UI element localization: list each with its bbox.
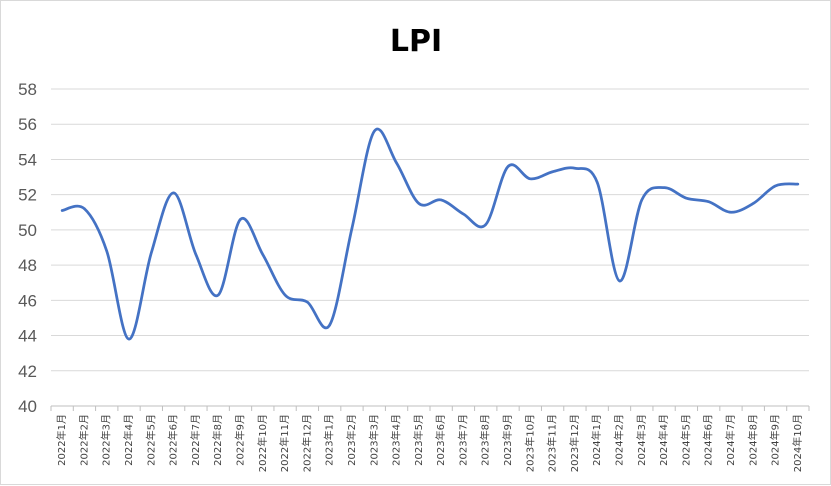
x-tick-label: 2023年12月 [568, 414, 581, 472]
data-point [261, 253, 264, 256]
y-axis-labels: 40 42 44 46 48 50 52 54 56 58 [18, 80, 37, 416]
x-tick-label: 2024年5月 [679, 414, 692, 466]
data-point [194, 253, 198, 256]
y-tick-label: 58 [18, 80, 37, 99]
data-point [439, 198, 443, 202]
x-tick-label: 2022年12月 [300, 414, 313, 472]
x-tick-label: 2023年5月 [412, 414, 425, 466]
x-tick-label: 2023年10月 [523, 414, 536, 472]
y-tick-label: 56 [18, 115, 37, 134]
data-point [306, 300, 309, 304]
y-tick-label: 50 [18, 221, 37, 240]
x-tick-label: 2024年10月 [791, 414, 804, 472]
data-point [417, 202, 421, 205]
x-tick-label: 2023年8月 [479, 414, 492, 466]
x-tick-label: 2023年9月 [501, 414, 514, 466]
x-tick-label: 2022年4月 [122, 414, 135, 466]
data-point [462, 212, 465, 216]
data-point [239, 218, 242, 221]
y-tick-label: 44 [18, 327, 37, 346]
chart-title: LPI [390, 24, 442, 59]
data-point [150, 251, 153, 254]
data-point [729, 211, 733, 214]
y-tick-label: 54 [18, 150, 37, 169]
x-tick-label: 2023年7月 [456, 414, 469, 466]
x-axis [50, 405, 810, 411]
data-point [573, 167, 577, 170]
x-tick-label: 2022年5月 [144, 414, 157, 466]
data-point [373, 130, 376, 133]
x-tick-label: 2022年3月 [100, 414, 113, 466]
data-point [328, 323, 331, 327]
x-tick-label: 2024年8月 [746, 414, 759, 466]
y-tick-label: 52 [18, 186, 37, 205]
data-point [529, 177, 532, 181]
x-tick-label: 2024年3月 [635, 414, 648, 466]
y-tick-label: 40 [18, 397, 37, 416]
data-point [506, 165, 510, 168]
data-point [172, 191, 175, 195]
y-tick-label: 46 [18, 291, 37, 310]
x-tick-label: 2024年7月 [724, 414, 737, 466]
data-point [685, 196, 688, 200]
data-point [127, 337, 131, 341]
x-tick-label: 2023年1月 [323, 414, 336, 466]
x-tick-label: 2024年2月 [613, 414, 626, 466]
x-tick-label: 2023年11月 [546, 414, 559, 472]
x-axis-labels: 2022年1月 2022年2月 2022年3月 2022年4月 2022年5月 2022年… [55, 414, 804, 472]
x-tick-label: 2022年9月 [234, 414, 247, 466]
data-point [596, 181, 599, 184]
x-tick-label: 2022年11月 [278, 414, 291, 472]
data-point [618, 279, 621, 283]
data-point [484, 223, 487, 226]
data-point [105, 249, 108, 253]
data-point [217, 293, 220, 297]
x-tick-label: 2024年4月 [657, 414, 670, 466]
x-tick-label: 2023年3月 [367, 414, 380, 466]
x-tick-label: 2024年9月 [769, 414, 782, 466]
y-tick-label: 42 [18, 362, 37, 381]
series-line [60, 127, 800, 341]
data-point [662, 186, 666, 189]
x-tick-label: 2022年1月 [55, 414, 68, 466]
gridlines [51, 88, 809, 372]
y-tick-label: 48 [18, 256, 37, 275]
data-point [774, 184, 777, 188]
data-point [707, 200, 710, 203]
x-tick-label: 2023年2月 [345, 414, 358, 466]
data-point [551, 170, 554, 173]
x-tick-label: 2022年8月 [211, 414, 224, 466]
data-point [283, 293, 287, 297]
x-tick-label: 2023年4月 [390, 414, 403, 466]
x-tick-label: 2024年6月 [702, 414, 715, 466]
data-point [60, 209, 64, 212]
x-tick-label: 2022年7月 [189, 414, 202, 466]
data-point [395, 161, 398, 165]
x-tick-label: 2024年1月 [590, 414, 603, 466]
x-tick-label: 2023年6月 [434, 414, 447, 466]
x-tick-label: 2022年6月 [167, 414, 180, 466]
data-point [752, 202, 755, 205]
x-tick-label: 2022年2月 [77, 414, 90, 466]
x-tick-label: 2022年10月 [256, 414, 269, 472]
series-layer [60, 127, 800, 341]
data-point [640, 198, 643, 202]
data-point [83, 207, 86, 210]
data-point [796, 182, 800, 186]
data-point [350, 226, 354, 230]
